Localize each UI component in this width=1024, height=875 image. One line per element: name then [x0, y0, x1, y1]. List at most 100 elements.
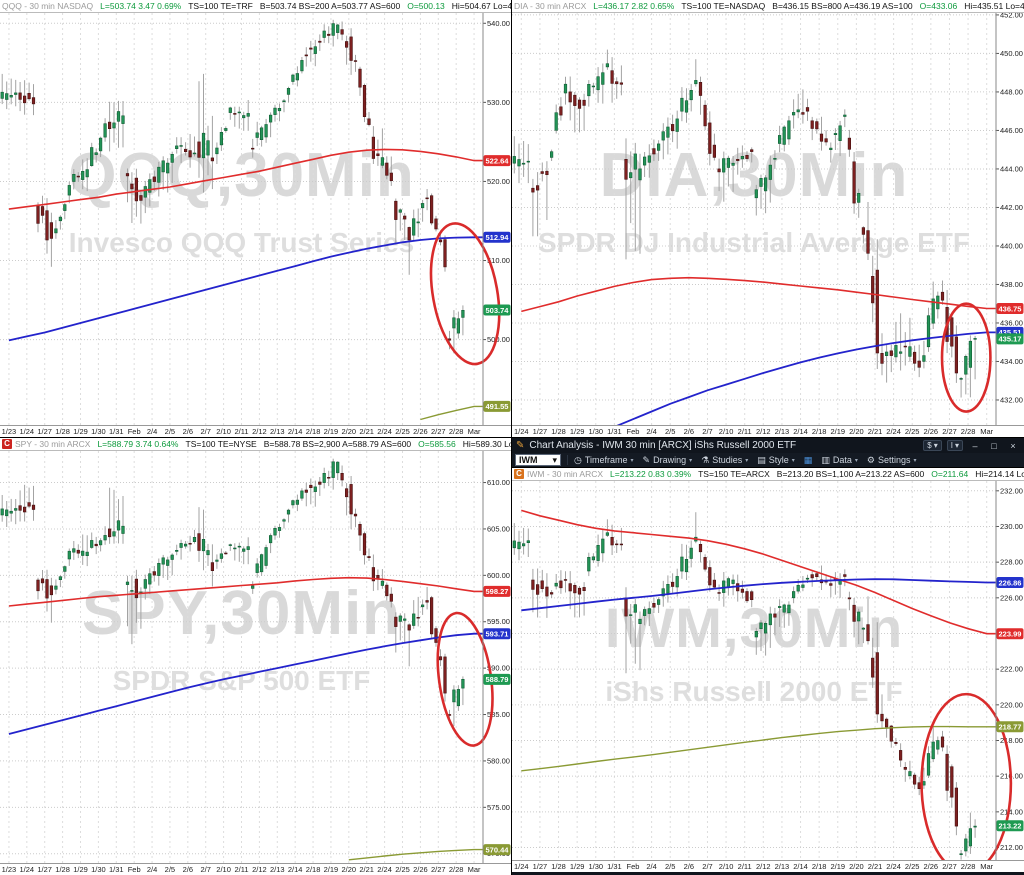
chart-canvas-dia[interactable]: 452.00 450.00 448.00 446.00 444.00 442.00 440.… [512, 13, 1024, 425]
date-label: 2/19 [830, 862, 846, 871]
svg-text:570.44: 570.44 [486, 845, 510, 854]
minimize-button[interactable]: – [972, 440, 978, 451]
chart-area-dia[interactable]: DIA,30Min SPDR DJ Industrial Average ETF… [512, 13, 1024, 425]
window-title-bar[interactable]: ✎ Chart Analysis - IWM 30 min [ARCX] iSh… [512, 438, 1024, 453]
date-label: 2/25 [904, 862, 920, 871]
data-button[interactable]: ▥ Data ▾ [821, 454, 858, 466]
price-badge-blue: 226.86 [996, 577, 1024, 588]
svg-text:605.00: 605.00 [487, 524, 510, 533]
date-label: 2/18 [811, 427, 827, 436]
pencil-icon: ✎ [642, 454, 651, 465]
date-label: 1/23 [1, 427, 17, 436]
header-segment: TS=150 TE=ARCX [698, 469, 770, 479]
date-label: Feb [127, 865, 141, 874]
price-badge-red: 436.75 [996, 303, 1024, 314]
date-label: 2/7 [702, 862, 713, 871]
chart-canvas-spy[interactable]: 610.00 605.00 600.00 595.00 590.00 585.00 580.… [0, 451, 511, 863]
layout-button[interactable]: ▦ [804, 455, 813, 466]
drawing-button[interactable]: ✎ Drawing ▾ [642, 454, 693, 466]
toolbar-items: ◷ Timeframe ▾ ✎ Drawing ▾ ⚗ Studies ▾ ▤ Style ▾ ▦ ▥ Da… [574, 455, 916, 466]
header-segment: L=588.79 3.74 0.64% [97, 439, 179, 449]
svg-text:593.71: 593.71 [486, 630, 509, 639]
svg-text:520.00: 520.00 [487, 177, 510, 186]
date-label: 2/13 [774, 862, 790, 871]
date-label: 2/24 [377, 427, 392, 436]
date-label: 2/27 [430, 427, 446, 436]
date-label: 2/5 [664, 862, 676, 871]
chart-area-iwm[interactable]: IWM,30Min iShs Russell 2000 ETF 232.00 23… [512, 481, 1024, 860]
date-label: 2/12 [252, 865, 267, 874]
chart-canvas-qqq[interactable]: 540.00 530.00 520.00 510.00 500.00 522.64 512.… [0, 13, 511, 425]
svg-text:585.00: 585.00 [487, 710, 510, 719]
date-label: 1/27 [532, 862, 548, 871]
date-label: 2/13 [269, 865, 285, 874]
date-label: 2/5 [164, 427, 176, 436]
svg-text:432.00: 432.00 [1000, 395, 1023, 404]
price-badge-red: 522.64 [483, 155, 511, 167]
date-label: 2/4 [146, 427, 158, 436]
chart-area-spy[interactable]: SPY,30Min SPDR S&P 500 ETF 610.00 605.00 6… [0, 451, 511, 863]
chart-link-icon[interactable]: C [514, 469, 524, 479]
header-segment: B=436.15 BS=800 A=436.19 AS=100 [772, 1, 913, 11]
symbol-input[interactable]: IWM ▾ [515, 454, 561, 466]
price-badge-green: 503.74 [483, 304, 511, 316]
date-label: 1/29 [73, 865, 88, 874]
date-label: 2/26 [413, 427, 428, 436]
chart-canvas-iwm[interactable]: 232.00230.00228.00226.00224.00222.00220.… [512, 481, 1024, 860]
chart-area-qqq[interactable]: QQQ,30Min Invesco QQQ Trust Series 540.0… [0, 13, 511, 425]
date-label: 2/14 [793, 427, 808, 436]
chart-link-icon[interactable]: C [2, 439, 12, 449]
date-label: 1/27 [532, 427, 548, 436]
header-segment: B=503.74 BS=200 A=503.77 AS=600 [259, 1, 401, 11]
annotation-ellipse[interactable] [920, 692, 1013, 860]
close-button[interactable]: × [1010, 440, 1016, 451]
date-label: 2/21 [359, 865, 374, 874]
date-axis-iwm: 1/24 1/27 1/28 1/29 1/30 1/31 Feb 2/4 2/5 2/6 2/7 2… [512, 860, 1024, 872]
wicks-layer [1, 19, 464, 354]
date-label: Feb [626, 427, 640, 436]
date-label: 2/5 [664, 427, 676, 436]
maximize-button[interactable]: □ [991, 440, 997, 451]
date-label: 2/12 [252, 427, 267, 436]
interval-link-button[interactable]: I ▾ [946, 440, 963, 451]
header-segment: L=503.74 3.47 0.69% [100, 1, 182, 11]
wicks-layer [1, 458, 464, 726]
style-button[interactable]: ▤ Style ▾ [757, 454, 795, 466]
svg-text:218.77: 218.77 [999, 723, 1022, 732]
date-label: 2/7 [200, 865, 211, 874]
svg-text:442.00: 442.00 [1000, 203, 1023, 212]
svg-text:510.00: 510.00 [487, 256, 510, 265]
svg-text:500.00: 500.00 [487, 335, 510, 344]
price-badge-green: 588.79 [483, 673, 511, 685]
svg-text:213.22: 213.22 [999, 822, 1022, 831]
header-segment: Hi=435.51 Lo=431.02 V=2,565,492 Mov Avg … [964, 1, 1024, 11]
date-label: 2/24 [886, 427, 901, 436]
toolbar-divider [567, 455, 568, 465]
date-label: 2/26 [413, 865, 428, 874]
header-segment: Hi=214.14 Lo=210.96 V=24,096,627 Mov Avg… [975, 469, 1024, 479]
ma-olive-line [348, 848, 483, 861]
date-label: 2/14 [287, 427, 303, 436]
svg-text:435.17: 435.17 [999, 335, 1022, 344]
timeframe-button[interactable]: ◷ Timeframe ▾ [574, 454, 634, 466]
svg-text:228.00: 228.00 [1000, 558, 1023, 567]
svg-text:575.00: 575.00 [487, 803, 510, 812]
date-label: 2/10 [216, 865, 231, 874]
chevron-down-icon: ▾ [552, 455, 557, 465]
studies-button[interactable]: ⚗ Studies ▾ [701, 454, 749, 466]
price-badge-blue: 593.71 [483, 628, 511, 640]
date-axis-qqq: 1/23 1/24 1/27 1/28 1/29 1/30 1/31 Feb 2/4 2/5 2/6… [0, 425, 511, 437]
svg-text:598.27: 598.27 [486, 587, 509, 596]
date-label: 2/20 [341, 427, 357, 436]
date-label: 2/6 [182, 865, 194, 874]
date-label: 1/24 [19, 865, 35, 874]
svg-text:218.00: 218.00 [1000, 736, 1023, 745]
dollar-link-button[interactable]: $ ▾ [923, 440, 942, 451]
settings-button[interactable]: ⚙ Settings ▾ [866, 454, 917, 466]
annotation-ellipse[interactable] [421, 218, 509, 369]
date-label: Feb [626, 862, 640, 871]
date-label: 1/31 [607, 862, 622, 871]
chart-toolbar: IWM ▾ ◷ Timeframe ▾ ✎ Drawing ▾ ⚗ Studies ▾ ▤ Style… [512, 453, 1024, 468]
annotation-ellipse[interactable] [940, 302, 992, 413]
